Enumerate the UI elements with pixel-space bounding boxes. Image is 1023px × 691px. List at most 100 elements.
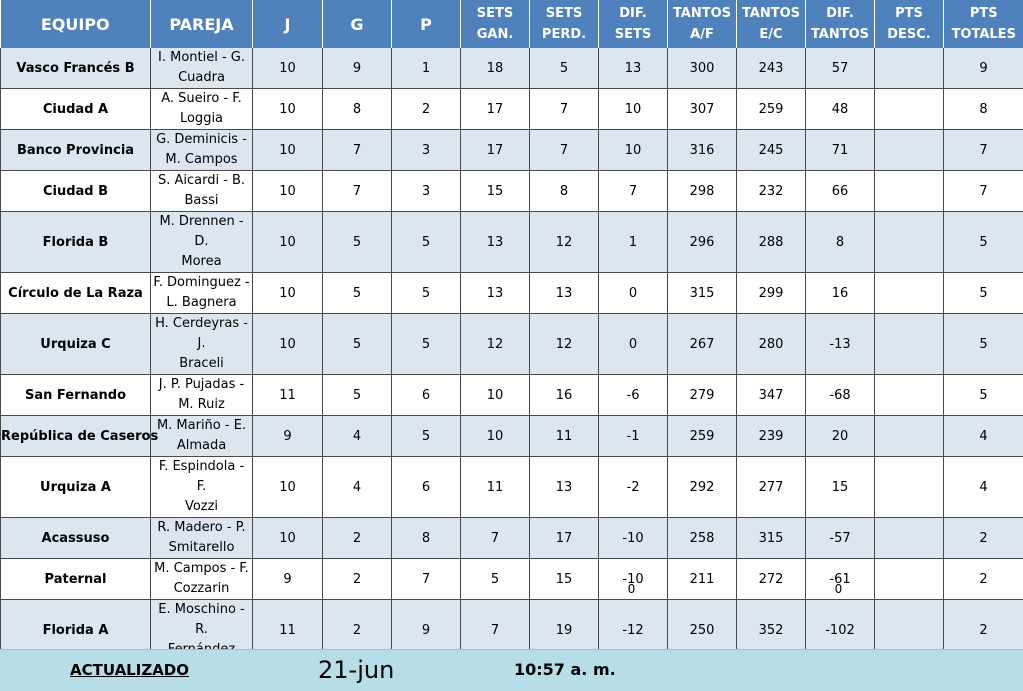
cell-p: 8 — [392, 518, 461, 559]
cell-equipo: Urquiza A — [1, 457, 151, 518]
cell-tantos-af: 279 — [668, 375, 737, 416]
cell-j: 10 — [253, 171, 323, 212]
cell-tantos-ec: 232 — [737, 171, 806, 212]
cell-pareja: I. Montiel - G.Cuadra — [151, 48, 253, 89]
header-text: J — [285, 15, 291, 34]
pareja-line: F. Dominguez - — [153, 275, 249, 290]
cell-pareja: G. Deminicis -M. Campos — [151, 130, 253, 171]
cell-p: 5 — [392, 273, 461, 314]
cell-sets-gan: 15 — [461, 171, 530, 212]
cell-tantos-ec: 245 — [737, 130, 806, 171]
cell-sets-gan: 13 — [461, 273, 530, 314]
cell-sets-perd: 17 — [530, 518, 599, 559]
cell-sets-gan: 12 — [461, 314, 530, 375]
cell-dif-sets: -6 — [599, 375, 668, 416]
pareja-line: Loggia — [180, 111, 223, 126]
cell-sets-perd: 15 — [530, 559, 599, 600]
cell-dif-tantos: 16 — [806, 273, 875, 314]
cell-g: 2 — [323, 559, 392, 600]
cell-pts-desc — [875, 518, 944, 559]
cell-sets-gan: 11 — [461, 457, 530, 518]
cell-pareja: F. Dominguez - L. Bagnera — [151, 273, 253, 314]
header-text: PTS — [970, 6, 998, 21]
cell-p: 6 — [392, 375, 461, 416]
header-text: SETS — [477, 6, 513, 21]
header-text: EQUIPO — [41, 15, 110, 34]
pareja-line: F. Espindola - F. — [159, 459, 244, 494]
cell-tantos-af: 307 — [668, 89, 737, 130]
cell-pareja: M. Mariño - E.Almada — [151, 416, 253, 457]
updated-label: ACTUALIZADO — [70, 661, 189, 679]
col-header-sets-perd: SETS PERD. — [530, 0, 599, 48]
cell-pts-desc — [875, 171, 944, 212]
pareja-line: M. Campos - F. — [154, 561, 249, 576]
cell-equipo: Paternal — [1, 559, 151, 600]
col-header-p: P — [392, 0, 461, 48]
cell-j: 10 — [253, 457, 323, 518]
cell-p: 5 — [392, 314, 461, 375]
pareja-line: L. Bagnera — [166, 295, 236, 310]
cell-pts-totales: 7 — [944, 130, 1023, 171]
pareja-line: Braceli — [179, 356, 224, 371]
header-text: SETS — [546, 6, 582, 21]
cell-j: 10 — [253, 273, 323, 314]
cell-j: 10 — [253, 89, 323, 130]
cell-j: 10 — [253, 130, 323, 171]
header-text: TANTOS — [742, 6, 800, 21]
cell-tantos-ec: 280 — [737, 314, 806, 375]
cell-dif-sets: -1 — [599, 416, 668, 457]
cell-dif-sets: 10 — [599, 130, 668, 171]
header-text: TANTOS — [811, 27, 869, 42]
cell-dif-sets: 13 — [599, 48, 668, 89]
pareja-line: J. P. Pujadas - — [159, 377, 244, 392]
cell-pareja: A. Sueiro - F.Loggia — [151, 89, 253, 130]
cell-equipo: Ciudad A — [1, 89, 151, 130]
pareja-line: E. Moschino - R. — [158, 602, 244, 637]
cell-equipo: Círculo de La Raza — [1, 273, 151, 314]
header-text: TANTOS — [673, 6, 731, 21]
header-text: TOTALES — [952, 27, 1016, 42]
pareja-line: Cozzarin — [174, 581, 230, 596]
cell-tantos-af: 300 — [668, 48, 737, 89]
cell-pts-totales: 2 — [944, 559, 1023, 600]
cell-tantos-ec: 243 — [737, 48, 806, 89]
cell-tantos-ec: 239 — [737, 416, 806, 457]
cell-j: 9 — [253, 559, 323, 600]
cell-j: 9 — [253, 416, 323, 457]
cell-dif-sets: 0 — [599, 314, 668, 375]
cell-tantos-ec: 259 — [737, 89, 806, 130]
cell-sets-perd: 16 — [530, 375, 599, 416]
cell-tantos-ec: 299 — [737, 273, 806, 314]
cell-tantos-af: 316 — [668, 130, 737, 171]
total-dif-sets: 0 — [597, 582, 666, 596]
cell-pts-totales: 9 — [944, 48, 1023, 89]
cell-pts-totales: 5 — [944, 212, 1023, 273]
cell-dif-sets: -10 — [599, 518, 668, 559]
pareja-line: Vozzi — [185, 499, 218, 514]
header-text: PERD. — [542, 27, 586, 42]
cell-tantos-af: 298 — [668, 171, 737, 212]
cell-g: 2 — [323, 518, 392, 559]
cell-p: 1 — [392, 48, 461, 89]
pareja-line: I. Montiel - G. — [158, 50, 245, 65]
cell-tantos-af: 267 — [668, 314, 737, 375]
updated-date: 21-jun — [318, 656, 394, 684]
cell-pts-totales: 5 — [944, 375, 1023, 416]
header-text: GAN. — [477, 27, 514, 42]
col-header-dif-tantos: DIF. TANTOS — [806, 0, 875, 48]
cell-j: 10 — [253, 212, 323, 273]
header-text: DIF. — [826, 6, 854, 21]
cell-dif-sets: 0 — [599, 273, 668, 314]
cell-equipo: Florida B — [1, 212, 151, 273]
cell-pts-totales: 2 — [944, 518, 1023, 559]
cell-dif-tantos: 71 — [806, 130, 875, 171]
